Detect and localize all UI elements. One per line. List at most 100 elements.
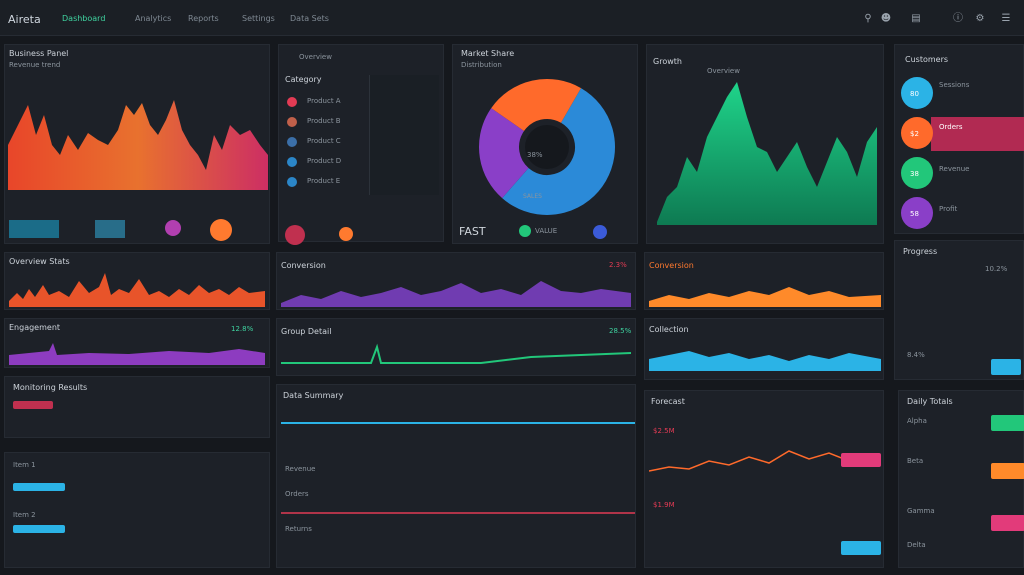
customers-panel: Customers 80 Sessions $2 Orders 38 Reven…	[894, 44, 1024, 234]
panel-title: Monitoring Results	[13, 383, 88, 392]
forecast-panel: Forecast $2.5M $1.9M	[644, 390, 884, 568]
panel-title: Overview Stats	[9, 257, 70, 266]
value-bar	[991, 515, 1024, 531]
panel-subtitle: Distribution	[461, 61, 502, 69]
progress-bar	[991, 359, 1021, 375]
row-label: Returns	[285, 525, 312, 533]
panel-title: Market Share	[461, 49, 515, 58]
panel-subtitle: Overview	[299, 53, 332, 61]
status-bar	[13, 401, 53, 409]
green-dot-icon	[519, 225, 531, 237]
kpi-badge: 38	[910, 170, 919, 178]
status-dot-icon	[287, 97, 297, 107]
list-item[interactable]: Product D	[307, 157, 342, 165]
status-dot-icon	[287, 117, 297, 127]
progress-value: 8.4%	[907, 351, 925, 359]
chart-icon[interactable]: ▤	[911, 13, 921, 24]
kpi-badge-icon	[901, 197, 933, 229]
row-label: Orders	[285, 490, 309, 498]
mini-bars	[9, 220, 59, 238]
kpi-badge: 80	[910, 90, 919, 98]
kpi-badge: $2	[910, 130, 919, 138]
user-icon[interactable]: ☻	[880, 13, 892, 24]
red-dot-icon	[285, 225, 305, 245]
row-label: Item 1	[13, 461, 36, 469]
tab-data-sets[interactable]: Data Sets	[290, 14, 329, 23]
tab-reports[interactable]: Reports	[188, 14, 219, 23]
panel-title: Growth	[653, 57, 682, 66]
progress-bar	[13, 483, 65, 491]
cyan-line-chart	[281, 422, 635, 424]
forecast-line-chart	[649, 450, 879, 472]
red-line-chart	[281, 512, 635, 514]
status-dot-icon	[287, 177, 297, 187]
conversion-panel: Conversion 2.3%	[276, 252, 636, 310]
list-item[interactable]: Product A	[307, 97, 341, 105]
panel-title: Conversion	[281, 261, 326, 270]
panel-subtitle: Overview	[707, 67, 740, 75]
growth-panel: Growth Overview	[646, 44, 884, 244]
info-icon[interactable]: ⓘ	[953, 13, 963, 24]
purple-dot-icon	[165, 220, 181, 236]
donut-chart	[479, 79, 615, 215]
kpi-label[interactable]: Profit	[939, 205, 958, 213]
tab-dashboard[interactable]: Dashboard	[62, 14, 106, 23]
revenue-area-chart	[8, 100, 268, 190]
orange-area-chart	[649, 287, 881, 307]
panel-title: Daily Totals	[907, 397, 953, 406]
stat-value: 28.5%	[609, 327, 632, 335]
kpi-label[interactable]: Revenue	[939, 165, 970, 173]
list-item[interactable]: Product E	[307, 177, 341, 185]
panel-title: Business Panel	[9, 49, 69, 58]
tab-analytics[interactable]: Analytics	[135, 14, 172, 23]
bell-icon[interactable]: ⚲	[864, 13, 872, 24]
cyan-bar-chart	[649, 351, 881, 371]
blue-dot-icon	[593, 225, 607, 239]
list-item[interactable]: Product C	[307, 137, 341, 145]
row-label: Alpha	[907, 417, 927, 425]
highlight-bar	[841, 453, 881, 467]
value-bar	[991, 463, 1024, 479]
panel-title: Group Detail	[281, 327, 332, 336]
panel-subtitle: Revenue trend	[9, 61, 61, 69]
panel-title: Progress	[903, 247, 938, 256]
panel-title: Data Summary	[283, 391, 344, 400]
donut-panel: Market Share Distribution SALES FAST VAL…	[452, 44, 638, 244]
status-dot-icon	[287, 137, 297, 147]
forecast-value: $1.9M	[653, 501, 675, 509]
orange-dot-icon	[339, 227, 353, 241]
top-bar: Aireta Dashboard Analytics Reports Setti…	[0, 0, 1024, 36]
status-dot-icon	[287, 157, 297, 167]
monitoring-panel: Monitoring Results	[4, 376, 270, 438]
purple-bar-chart	[9, 343, 265, 365]
kpi-badge-icon	[901, 77, 933, 109]
menu-icon[interactable]: ☰	[1001, 13, 1011, 24]
panel-title: Category	[285, 75, 322, 84]
list-item[interactable]: Product B	[307, 117, 341, 125]
results-panel: Item 1 Item 2	[4, 452, 270, 568]
panel-title: Forecast	[651, 397, 685, 406]
engagement-panel: Engagement 12.8%	[4, 318, 270, 368]
kpi-badge-icon	[901, 157, 933, 189]
detail-list	[369, 75, 439, 195]
kpi-label[interactable]: Sessions	[939, 81, 970, 89]
progress-value: 10.2%	[985, 265, 1008, 273]
panel-title: Conversion	[649, 261, 694, 270]
settings-icon[interactable]: ⚙	[975, 13, 985, 24]
stat-value: 12.8%	[231, 325, 254, 333]
row-label: Delta	[907, 541, 926, 549]
tab-settings[interactable]: Settings	[242, 14, 275, 23]
purple-area-chart	[281, 281, 631, 307]
highlight-bar	[841, 541, 881, 555]
category-panel: Category Overview Product A Product B Pr…	[278, 44, 444, 245]
group-detail-panel: Group Detail 28.5%	[276, 318, 636, 376]
value-bar	[991, 415, 1024, 431]
kpi-highlight[interactable]	[931, 117, 1024, 151]
donut-center: 38%	[527, 151, 543, 159]
overview-panel: Overview Stats	[4, 252, 270, 310]
app-title: Aireta	[8, 13, 41, 26]
panel-title: Collection	[649, 325, 689, 334]
data-summary-panel: Data Summary Revenue Orders Returns	[276, 384, 636, 568]
kpi-label[interactable]: Orders	[939, 123, 963, 131]
progress-panel: Progress 10.2% 8.4%	[894, 240, 1024, 380]
